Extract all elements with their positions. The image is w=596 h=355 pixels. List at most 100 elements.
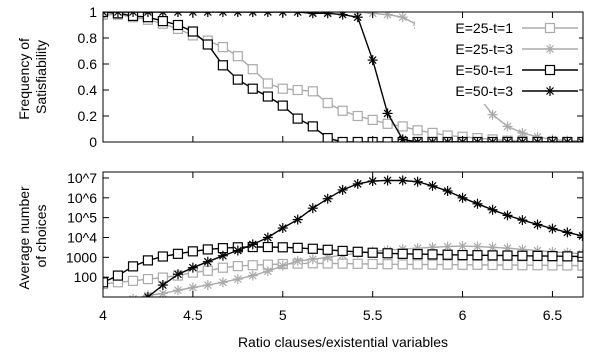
choices-e-25-t-1-point-7: [202, 265, 213, 276]
legend-e-25-t-3-label: E=25-t=3: [455, 41, 513, 57]
choices-y-tick-label: 10^7: [67, 170, 97, 186]
sat-e-50-t-3-point-10: [247, 12, 258, 17]
choices-e-25-t-1-point-9: [232, 261, 243, 272]
choices-e-25-t-3-point-0: [129, 293, 137, 297]
choices-e-25-t-3-point-23: [472, 241, 483, 252]
choices-e-50-t-1-point-24: [457, 249, 468, 261]
sat-e-50-t-3-point-1: [112, 12, 123, 17]
choices-e-25-t-1-point-2: [127, 275, 139, 286]
legend-e-50-t-1-marker: [544, 64, 556, 76]
sat-e-50-t-1-point-4: [157, 16, 168, 27]
choices-y-axis-title-line-1: Average number: [16, 186, 32, 290]
choices-e-50-t-3-series: [142, 175, 583, 297]
x-tick-label: 5.5: [363, 307, 383, 323]
choices-y-tick-label: 10^4: [67, 229, 97, 245]
legend-e-25-t-1-label: E=25-t=1: [455, 20, 513, 36]
sat-e-25-t-1-point-17: [352, 110, 363, 122]
sat-y-tick-label: 0.8: [78, 30, 98, 46]
x-tick-label: 5: [279, 307, 287, 323]
choices-y-axis-title-line-2: of choices: [33, 204, 49, 267]
sat-e-50-t-1-point-5: [172, 19, 184, 31]
sat-e-50-t-3-point-29: [532, 137, 543, 142]
sat-e-50-t-1-point-12: [277, 100, 288, 111]
choices-e-50-t-1-point-12: [277, 242, 288, 253]
choices-e-25-t-1-point-17: [352, 258, 363, 269]
sat-y-tick-label: 0: [89, 134, 97, 150]
choices-e-25-t-1-point-19: [382, 259, 393, 270]
choices-e-50-t-3-point-18: [412, 176, 423, 187]
choices-e-25-t-1-point-25: [472, 259, 483, 270]
choices-e-50-t-1-point-26: [487, 250, 498, 261]
sat-e-25-t-1-point-9: [232, 51, 243, 62]
choices-e-50-t-3-point-22: [472, 198, 483, 209]
satisfiability-panel: 0 0.2 0.4 0.6 0.8 1 Frequency of Satisfiabili…: [16, 4, 584, 150]
sat-e-50-t-1-point-13: [292, 113, 303, 124]
choices-e-25-t-3-point-8: [247, 270, 258, 281]
choices-e-25-t-3-point-22: [457, 241, 468, 252]
choices-e-50-t-3-point-28: [562, 227, 573, 238]
choices-e-50-t-3-point-16: [382, 175, 393, 186]
sat-y-tick-label: 0.2: [78, 108, 98, 124]
sat-e-25-t-1-point-19: [382, 118, 393, 129]
choices-e-50-t-1-point-32: [577, 251, 583, 262]
choices-e-50-t-3-point-17: [397, 175, 408, 186]
sat-y-tick-label: 0.4: [78, 82, 98, 98]
choices-e-50-t-3-point-14: [352, 178, 363, 189]
choices-e-25-t-1-point-8: [217, 262, 229, 273]
choices-e-50-t-3-point-9: [277, 223, 288, 234]
choices-y-axis-title: Average number of choices: [16, 182, 49, 289]
choices-e-25-t-1-point-3: [142, 273, 154, 285]
choices-e-25-t-1-point-23: [442, 259, 453, 270]
choices-panel: 100 1000 10^4 10^5 10^6 10^7 4 4.5 5 5.5 6 6.5 Ave…: [16, 12, 584, 350]
choices-e-25-t-1-point-30: [547, 260, 558, 271]
legend-e-25-t-1-marker: [544, 22, 556, 34]
legend-e-50-t-3-label: E=50-t=3: [455, 83, 513, 99]
choices-e-25-t-3-point-4: [187, 282, 198, 293]
choices-e-50-t-1-point-4: [157, 251, 168, 262]
sat-e-50-t-3-point-3: [142, 12, 153, 17]
sat-e-25-t-1-point-18: [367, 114, 378, 126]
choices-e-50-t-3-point-5: [217, 250, 228, 261]
satisfiability-y-axis-title: Frequency of Satisfiability: [16, 34, 49, 120]
choices-e-50-t-3-point-1: [157, 280, 168, 291]
choices-e-50-t-1-point-2: [127, 261, 139, 272]
sat-e-50-t-3-point-13: [292, 12, 303, 17]
sat-e-50-t-3-point-0: [103, 12, 108, 17]
sat-e-50-t-3-series: [103, 12, 583, 142]
sat-e-25-t-1-point-15: [322, 97, 333, 109]
choices-e-50-t-3-line: [147, 179, 583, 297]
satisfiability-y-axis-title-line-2: Satisfiability: [33, 40, 49, 114]
x-axis-ticks: 4 4.5 5 5.5 6 6.5: [99, 12, 562, 323]
choices-e-25-t-1-point-18: [367, 258, 378, 270]
sat-e-50-t-3-point-11: [262, 12, 273, 17]
legend-e-50-t-1-label: E=50-t=1: [455, 62, 513, 78]
sat-e-25-t-1-point-8: [217, 41, 229, 53]
choices-e-25-t-3-point-3: [172, 285, 183, 296]
choices-e-50-t-1-point-1: [112, 270, 124, 281]
choices-e-25-t-1-point-28: [517, 260, 528, 271]
choices-e-50-t-3-point-10: [292, 214, 303, 225]
choices-e-50-t-3-point-26: [532, 219, 543, 230]
sat-e-50-t-1-point-14: [307, 121, 318, 132]
choices-e-25-t-3-point-5: [202, 280, 213, 291]
choices-e-25-t-1-point-29: [532, 260, 543, 271]
choices-e-50-t-1-point-23: [442, 249, 453, 260]
choices-e-50-t-1-point-6: [187, 246, 198, 257]
choices-e-50-t-3-point-12: [322, 193, 333, 204]
choices-e-25-t-1-point-20: [397, 259, 408, 270]
choices-e-50-t-1-point-17: [352, 246, 363, 257]
choices-e-50-t-3-point-2: [172, 269, 183, 280]
sat-e-25-t-1-point-22: [427, 127, 438, 138]
sat-e-50-t-1-point-9: [232, 74, 243, 85]
sat-e-50-t-1-point-11: [262, 91, 273, 102]
sat-e-25-t-3-point-27: [502, 121, 513, 132]
sat-e-50-t-3-point-7: [202, 12, 213, 17]
choices-plot-area: [103, 175, 583, 297]
x-tick-label: 6: [459, 307, 467, 323]
legend-e-50-t-3-marker: [545, 86, 555, 96]
legend-e-25-t-3-marker: [545, 44, 555, 54]
sat-e-25-t-1-point-20: [397, 121, 408, 132]
sat-e-50-t-3-point-27: [502, 137, 513, 142]
choices-e-50-t-1-point-5: [172, 248, 184, 259]
